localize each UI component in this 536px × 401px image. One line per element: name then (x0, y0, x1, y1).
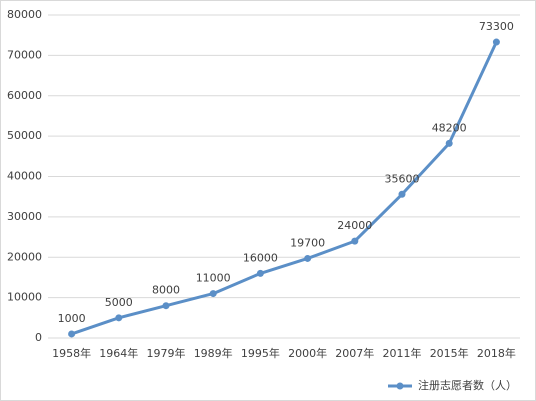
x-tick-label: 2018年 (477, 346, 516, 360)
x-tick-label: 2000年 (288, 346, 327, 360)
x-tick-label: 1958年 (52, 346, 91, 360)
data-point (115, 314, 123, 322)
y-tick-label: 40000 (7, 170, 42, 183)
data-point (209, 290, 217, 298)
x-tick-label: 2007年 (335, 346, 374, 360)
data-label: 73300 (479, 20, 514, 33)
data-label: 48200 (432, 121, 467, 134)
data-label: 35600 (385, 172, 420, 185)
data-label: 1000 (58, 312, 86, 325)
data-label: 16000 (243, 251, 278, 264)
x-tick-label: 1979年 (147, 346, 186, 360)
data-label: 19700 (290, 236, 325, 249)
data-point (351, 237, 359, 245)
y-tick-label: 20000 (7, 250, 42, 263)
y-tick-label: 30000 (7, 210, 42, 223)
x-tick-label: 2011年 (383, 346, 422, 360)
y-tick-label: 80000 (7, 8, 42, 21)
data-label: 8000 (152, 284, 180, 297)
x-tick-label: 1964年 (99, 346, 138, 360)
data-point (256, 269, 264, 277)
legend-label: 注册志愿者数（人） (418, 378, 517, 392)
data-point (398, 190, 406, 198)
x-tick-label: 1989年 (194, 346, 233, 360)
data-point (304, 254, 312, 262)
legend-marker (396, 382, 404, 390)
y-tick-label: 10000 (7, 291, 42, 304)
data-label: 11000 (196, 272, 231, 285)
data-point (492, 38, 500, 46)
x-tick-label: 2015年 (430, 346, 469, 360)
y-tick-label: 50000 (7, 129, 42, 142)
y-tick-label: 0 (35, 331, 42, 344)
y-tick-label: 60000 (7, 89, 42, 102)
data-label: 24000 (337, 219, 372, 232)
data-point (68, 330, 76, 338)
data-label: 5000 (105, 296, 133, 309)
data-point (445, 139, 453, 147)
x-tick-label: 1995年 (241, 346, 280, 360)
data-point (162, 302, 170, 310)
series-line (71, 41, 498, 336)
y-tick-label: 70000 (7, 48, 42, 61)
